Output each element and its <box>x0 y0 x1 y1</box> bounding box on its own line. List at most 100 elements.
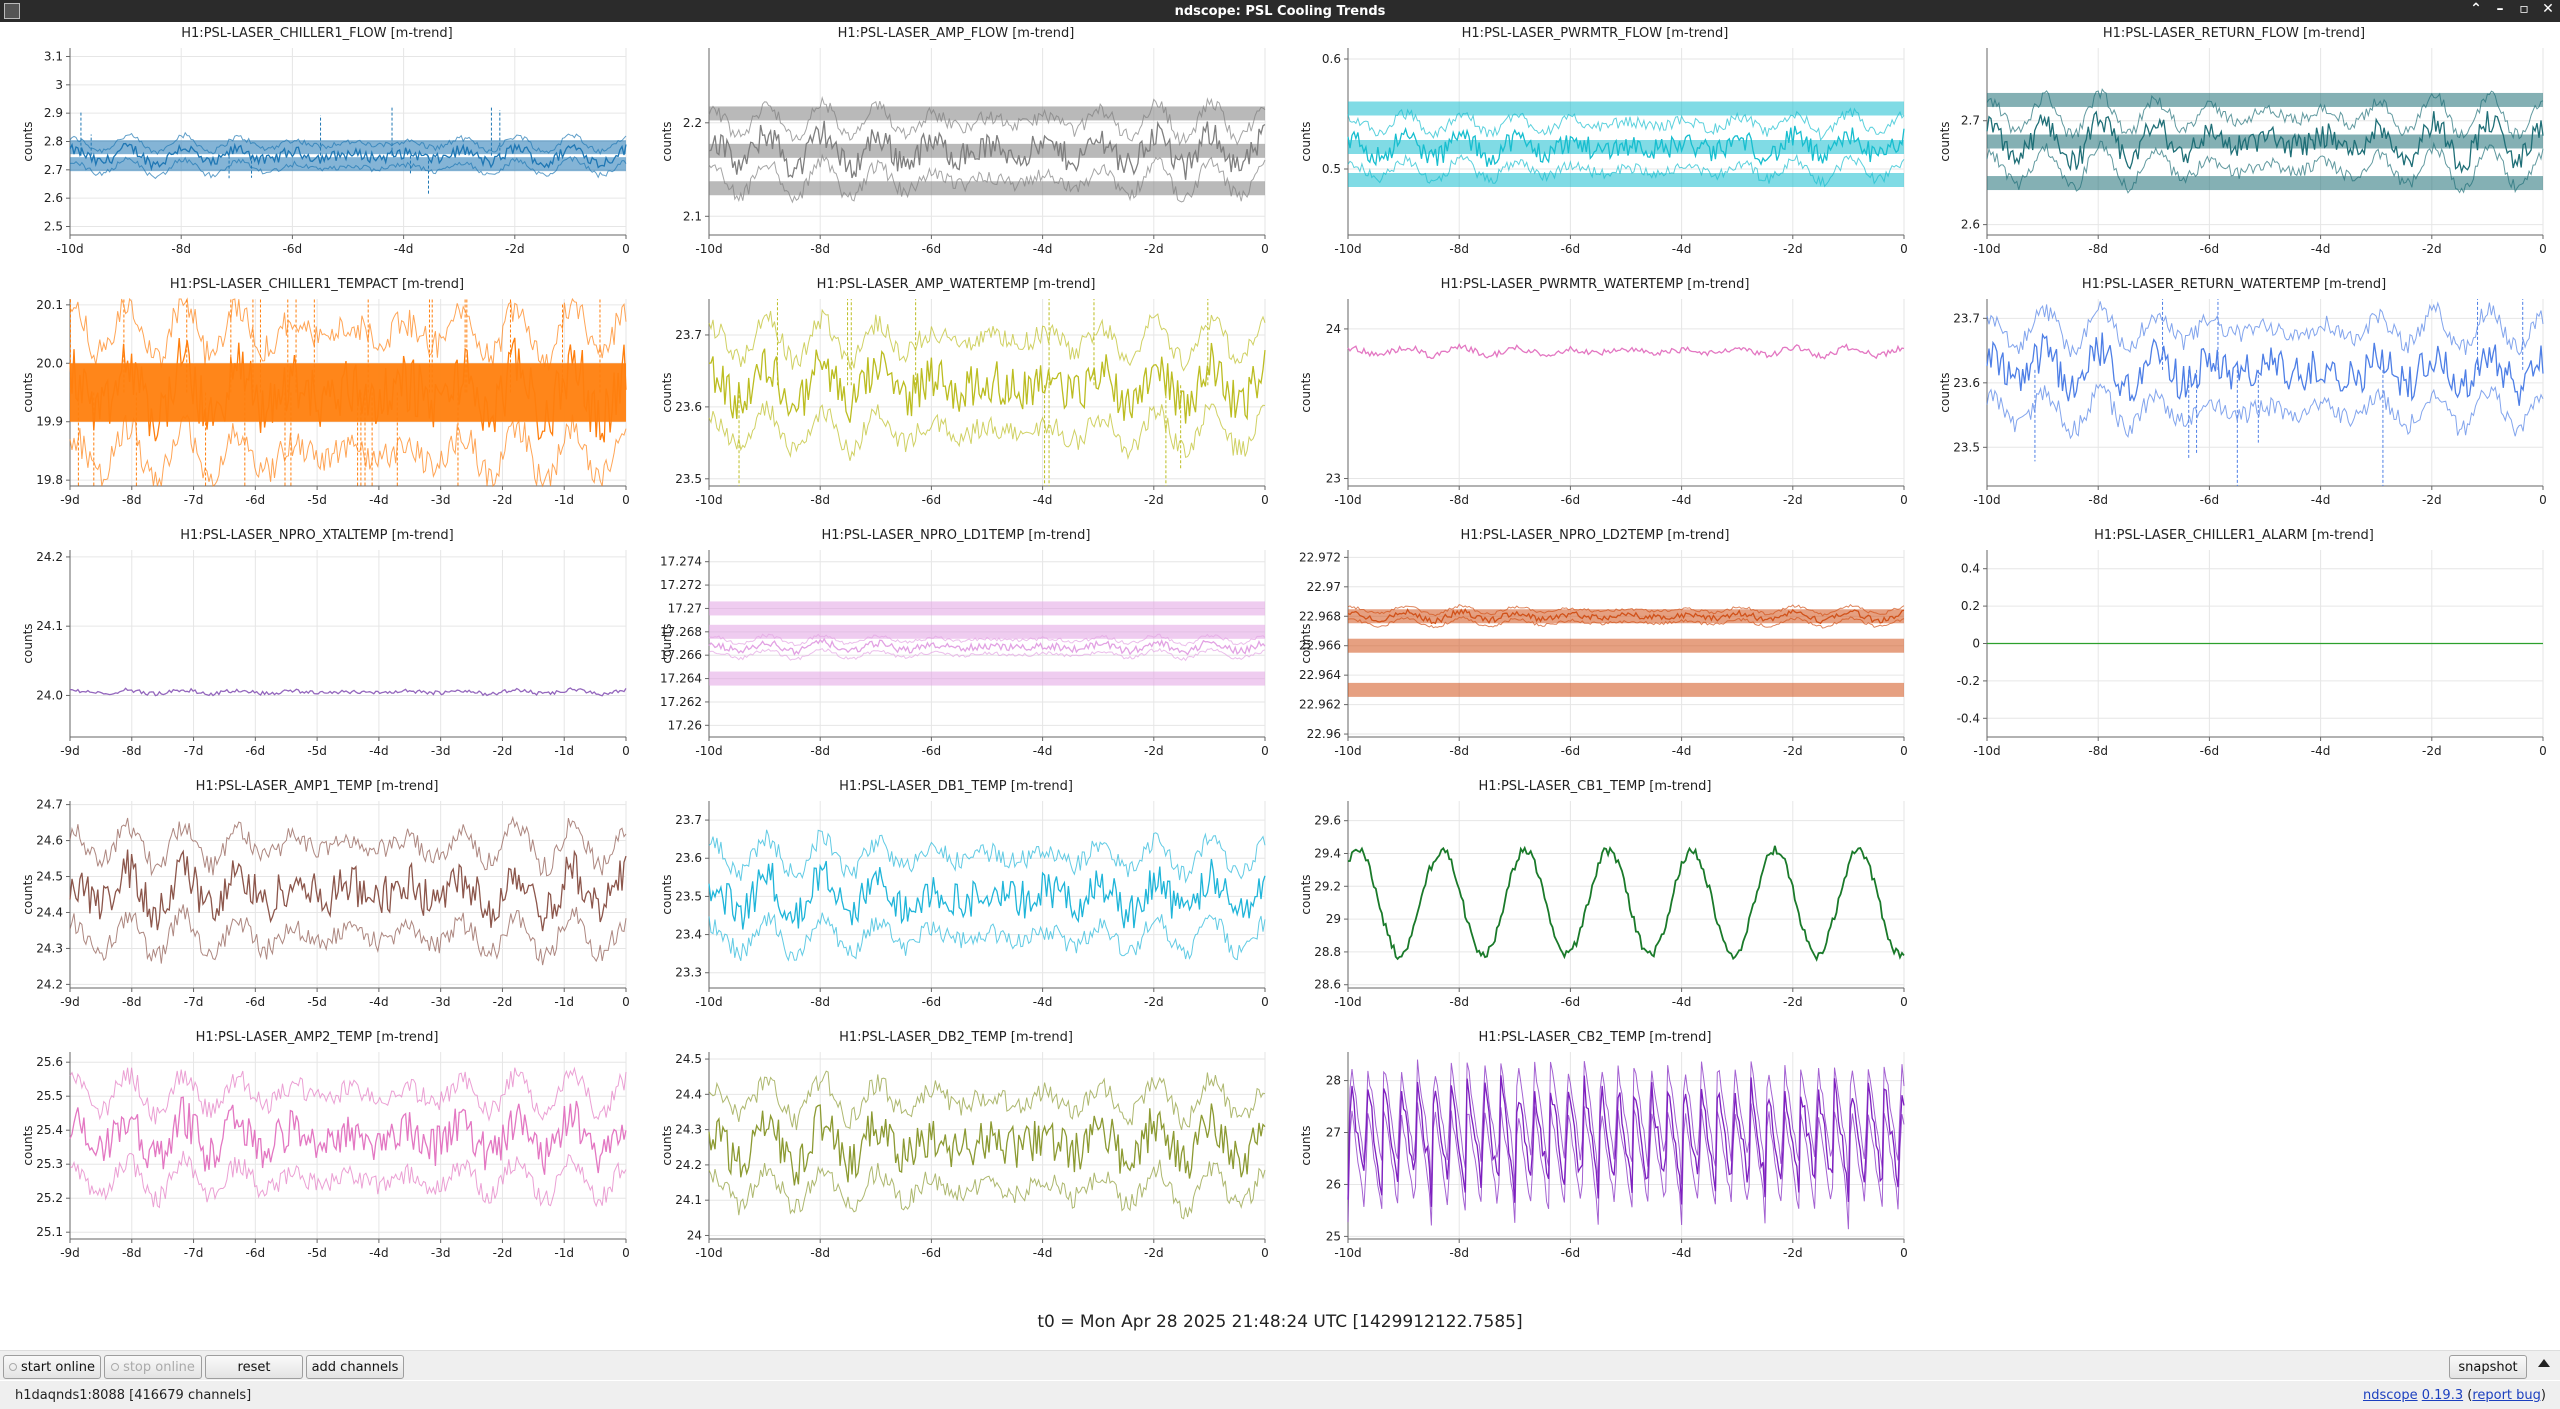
plot-svg[interactable]: counts 0.5 0.6 -10d -8d -6d -4d -2d 0 <box>1278 22 1912 273</box>
plot-title: H1:PSL-LASER_CHILLER1_FLOW [m-trend] <box>181 26 453 41</box>
y-tick-label: 25.2 <box>36 1191 63 1205</box>
plot-panel[interactable]: H1:PSL-LASER_CHILLER1_FLOW [m-trend] coun… <box>0 22 634 273</box>
y-tick-label: 24.5 <box>675 1052 702 1066</box>
x-tick-label: -8d <box>122 1246 142 1260</box>
y-axis-label: counts <box>1938 372 1952 412</box>
x-tick-label: -10d <box>56 242 83 256</box>
y-tick-label: 24.1 <box>36 619 63 633</box>
trace-mean-line <box>708 858 1266 930</box>
y-tick-label: 3.1 <box>44 50 63 64</box>
y-tick-label: 23.5 <box>675 472 702 486</box>
trace-max-line <box>708 308 1266 372</box>
plot-panel[interactable]: H1:PSL-LASER_AMP_WATERTEMP [m-trend] coun… <box>639 273 1273 524</box>
report-bug-link[interactable]: report bug <box>2472 1388 2541 1403</box>
add-channels-button[interactable]: add channels <box>306 1355 404 1379</box>
x-tick-label: -2d <box>2422 493 2442 507</box>
y-tick-label: 24.6 <box>36 834 63 848</box>
x-tick-label: -6d <box>922 493 942 507</box>
plot-panel[interactable]: H1:PSL-LASER_RETURN_WATERTEMP [m-trend] c… <box>1917 273 2551 524</box>
x-tick-label: 0 <box>1900 744 1908 758</box>
snapshot-button[interactable]: snapshot <box>2449 1355 2527 1379</box>
y-axis-label: counts <box>1299 623 1313 663</box>
y-axis-label: counts <box>1299 874 1313 914</box>
plot-panel[interactable]: H1:PSL-LASER_CHILLER1_ALARM [m-trend] -0.… <box>1917 524 2551 775</box>
plot-title: H1:PSL-LASER_PWRMTR_FLOW [m-trend] <box>1461 26 1729 41</box>
y-tick-label: 25.3 <box>36 1157 63 1171</box>
x-tick-label: 0 <box>622 995 630 1009</box>
y-tick-label: 2.5 <box>44 220 63 234</box>
plot-svg[interactable]: counts 19.8 19.9 20.0 20.1 -9d -8d -7d -6d -5d -4d… <box>0 273 634 524</box>
plot-svg[interactable]: counts 23.5 23.6 23.7 -10d -8d -6d -4d -2d 0 <box>1917 273 2551 524</box>
y-axis-label: counts <box>21 372 35 412</box>
y-tick-label: 17.264 <box>660 672 702 686</box>
x-tick-label: -2d <box>1144 493 1164 507</box>
plot-title: H1:PSL-LASER_NPRO_LD2TEMP [m-trend] <box>1460 528 1730 543</box>
plot-svg[interactable]: counts 23 24 -10d -8d -6d -4d -2d 0 <box>1278 273 1912 524</box>
plot-svg[interactable]: counts 23.3 23.4 23.5 23.6 23.7 -10d -8d -6d -4d -… <box>639 775 1273 1026</box>
x-tick-label: -2d <box>1783 995 1803 1009</box>
plot-panel[interactable]: H1:PSL-LASER_CB2_TEMP [m-trend] counts 25 2… <box>1278 1026 1912 1277</box>
plot-svg[interactable]: counts 25 26 27 28 -10d -8d -6d -4d -2d 0 <box>1278 1026 1912 1277</box>
start-online-button[interactable]: start online <box>3 1355 101 1379</box>
x-tick-label: -9d <box>60 744 80 758</box>
keep-above-icon[interactable]: ⌃ <box>2470 1 2482 17</box>
plot-svg[interactable]: counts 2.1 2.2 -10d -8d -6d -4d -2d 0 <box>639 22 1273 273</box>
y-tick-label: 17.268 <box>660 625 702 639</box>
plot-panel[interactable]: H1:PSL-LASER_RETURN_FLOW [m-trend] counts… <box>1917 22 2551 273</box>
plot-svg[interactable]: counts 2.5 2.6 2.7 2.8 2.9 3 3.1 -10d -8d -6d -4d -2… <box>0 22 634 273</box>
trace <box>69 815 627 966</box>
plot-panel[interactable]: H1:PSL-LASER_NPRO_LD1TEMP [m-trend] count… <box>639 524 1273 775</box>
plot-panel[interactable]: H1:PSL-LASER_PWRMTR_WATERTEMP [m-trend] c… <box>1278 273 1912 524</box>
reset-button[interactable]: reset <box>205 1355 303 1379</box>
y-axis-label: counts <box>660 874 674 914</box>
x-tick-label: -4d <box>1033 995 1053 1009</box>
plot-svg[interactable]: counts 23.5 23.6 23.7 -10d -8d -6d -4d -2d 0 <box>639 273 1273 524</box>
plot-panel[interactable]: H1:PSL-LASER_NPRO_LD2TEMP [m-trend] count… <box>1278 524 1912 775</box>
app-name-link[interactable]: ndscope <box>2362 1388 2418 1403</box>
y-tick-label: 17.27 <box>668 601 702 615</box>
x-tick-label: 0 <box>2539 242 2547 256</box>
plot-panel[interactable]: H1:PSL-LASER_NPRO_XTALTEMP [m-trend] coun… <box>0 524 634 775</box>
plot-panel[interactable]: H1:PSL-LASER_PWRMTR_FLOW [m-trend] counts… <box>1278 22 1912 273</box>
plot-panel[interactable]: H1:PSL-LASER_DB2_TEMP [m-trend] counts 24 2… <box>639 1026 1273 1277</box>
plot-panel[interactable]: H1:PSL-LASER_AMP_FLOW [m-trend] counts 2.1… <box>639 22 1273 273</box>
trace-min-line <box>69 1150 627 1209</box>
trace-band <box>709 181 1265 196</box>
x-tick-label: 0 <box>2539 744 2547 758</box>
x-tick-label: 0 <box>1261 995 1269 1009</box>
plot-svg[interactable]: -0.4 -0.2 0 0.2 0.4 -10d -8d -6d -4d -2d 0 <box>1917 524 2551 775</box>
plot-panel[interactable]: H1:PSL-LASER_AMP2_TEMP [m-trend] counts 25… <box>0 1026 634 1277</box>
y-axis-label: counts <box>21 1125 35 1165</box>
x-tick-label: -6d <box>246 1246 266 1260</box>
collapse-caret-icon[interactable] <box>2538 1359 2550 1367</box>
plot-panel[interactable]: H1:PSL-LASER_AMP1_TEMP [m-trend] counts 24… <box>0 775 634 1026</box>
plot-svg[interactable]: counts 28.6 28.8 29 29.2 29.4 29.6 -10d -8d -6d -4… <box>1278 775 1912 1026</box>
plot-panel[interactable]: H1:PSL-LASER_CB1_TEMP [m-trend] counts 28.… <box>1278 775 1912 1026</box>
plot-svg[interactable]: counts 25.1 25.2 25.3 25.4 25.5 25.6 -9d -8d -7d -… <box>0 1026 634 1277</box>
plot-svg[interactable]: counts 24.0 24.1 24.2 -9d -8d -7d -6d -5d -4d -3d -… <box>0 524 634 775</box>
plot-svg[interactable]: counts 24.2 24.3 24.4 24.5 24.6 24.7 -9d -8d -7d -… <box>0 775 634 1026</box>
plot-svg[interactable]: counts 24 24.1 24.2 24.3 24.4 24.5 -10d -8d -6d -4… <box>639 1026 1273 1277</box>
trace-band <box>1348 140 1904 154</box>
plot-svg[interactable]: counts 22.96 22.962 22.964 22.966 22.968 22.97… <box>1278 524 1912 775</box>
stop-online-button[interactable]: stop online <box>104 1355 202 1379</box>
plot-title: H1:PSL-LASER_AMP_FLOW [m-trend] <box>837 26 1075 41</box>
x-tick-label: -8d <box>122 995 142 1009</box>
plot-panel[interactable]: H1:PSL-LASER_CHILLER1_TEMPACT [m-trend] c… <box>0 273 634 524</box>
x-tick-label: -6d <box>283 242 303 256</box>
plot-svg[interactable]: counts 17.26 17.262 17.264 17.266 17.268 17.27… <box>639 524 1273 775</box>
window-title: ndscope: PSL Cooling Trends <box>1174 3 1386 19</box>
close-icon[interactable]: ✕ <box>2542 1 2554 17</box>
x-tick-label: -6d <box>1561 744 1581 758</box>
y-tick-label: 2.7 <box>44 163 63 177</box>
version-link[interactable]: 0.19.3 <box>2421 1388 2464 1403</box>
minimize-icon[interactable]: – <box>2496 1 2504 17</box>
y-axis-label: counts <box>660 623 674 663</box>
maximize-icon[interactable]: ▫ <box>2519 1 2529 17</box>
y-tick-label: 24 <box>1326 322 1341 336</box>
plot-panel[interactable]: H1:PSL-LASER_DB1_TEMP [m-trend] counts 23.… <box>639 775 1273 1026</box>
x-tick-label: -4d <box>394 242 414 256</box>
trace-mean-line <box>69 1096 627 1175</box>
plot-svg[interactable]: counts 2.6 2.7 -10d -8d -6d -4d -2d 0 <box>1917 22 2551 273</box>
x-tick-label: -2d <box>505 242 525 256</box>
